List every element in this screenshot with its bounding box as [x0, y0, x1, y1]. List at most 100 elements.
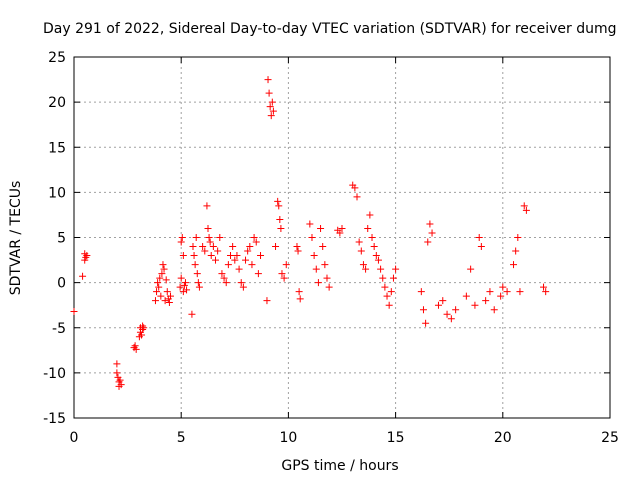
data-point	[207, 252, 215, 260]
data-point	[195, 283, 203, 291]
data-point	[194, 279, 202, 287]
data-point	[490, 306, 498, 314]
data-point	[274, 197, 282, 205]
data-point	[338, 224, 346, 232]
data-point	[154, 279, 162, 287]
data-point	[462, 292, 470, 300]
data-point	[312, 265, 320, 273]
data-point	[359, 261, 367, 269]
data-point	[205, 234, 213, 241]
data-point	[319, 243, 327, 251]
data-point	[190, 252, 198, 260]
data-point	[231, 256, 239, 264]
data-point	[113, 360, 121, 368]
data-point	[428, 229, 436, 237]
data-point	[242, 256, 250, 264]
data-point	[272, 243, 280, 251]
data-point	[244, 247, 252, 255]
data-point	[266, 103, 274, 111]
data-point	[282, 261, 290, 269]
y-tick-label: -5	[52, 321, 66, 337]
data-point	[296, 295, 304, 303]
data-point	[323, 274, 331, 282]
data-point	[179, 252, 187, 260]
y-tick-label: 15	[48, 140, 66, 156]
data-point	[357, 247, 365, 255]
data-point	[306, 220, 314, 228]
data-point	[389, 274, 397, 282]
data-point	[192, 234, 200, 241]
data-point	[417, 288, 425, 296]
data-point	[113, 369, 121, 377]
data-point	[277, 224, 285, 232]
data-point	[512, 247, 520, 255]
data-point	[206, 238, 214, 246]
data-point	[117, 381, 125, 389]
y-tick-label: -10	[43, 366, 66, 382]
data-point	[163, 288, 171, 296]
data-point	[161, 297, 169, 305]
data-point	[351, 184, 359, 192]
data-point	[275, 202, 283, 210]
axis-tick-labels: 0 5 10 15 20 25 -15 -10 -5 0 5 10 15 20 25	[43, 50, 619, 446]
data-point	[204, 224, 212, 232]
data-point	[79, 272, 87, 280]
data-point	[162, 276, 170, 284]
data-point	[189, 243, 197, 251]
chart-title: Day 291 of 2022, Sidereal Day-to-day VTE…	[43, 21, 617, 37]
data-point	[252, 238, 260, 246]
data-point	[516, 288, 524, 296]
data-point	[70, 308, 78, 316]
data-point	[467, 265, 475, 273]
data-point	[264, 76, 272, 84]
data-point	[362, 265, 370, 273]
data-point	[220, 274, 228, 282]
data-point	[212, 256, 220, 264]
data-point	[224, 261, 232, 269]
data-point	[321, 261, 329, 269]
data-point	[310, 252, 318, 260]
data-point	[381, 283, 389, 291]
data-point	[257, 252, 265, 260]
data-point	[475, 234, 483, 241]
data-point	[165, 298, 173, 306]
data-point	[82, 253, 90, 261]
data-point	[116, 376, 124, 384]
data-point	[188, 310, 196, 318]
y-tick-label: 25	[48, 50, 66, 66]
data-point	[132, 345, 140, 353]
data-point	[227, 252, 235, 260]
data-point	[486, 288, 494, 296]
data-point	[325, 283, 333, 291]
data-point	[139, 326, 147, 334]
data-point	[183, 286, 191, 294]
y-axis-label: SDTVAR / TECUs	[8, 181, 24, 296]
data-point	[499, 283, 507, 291]
x-tick-label: 15	[387, 430, 405, 446]
data-point	[383, 292, 391, 300]
data-point	[377, 265, 385, 273]
data-point	[179, 288, 187, 296]
data-point	[140, 324, 148, 332]
data-point	[158, 270, 166, 278]
data-points	[70, 76, 550, 390]
data-point	[177, 274, 185, 282]
data-point	[452, 306, 460, 314]
data-point	[542, 288, 550, 296]
data-point	[295, 288, 303, 296]
data-point	[477, 243, 485, 251]
data-point	[138, 331, 146, 339]
data-point	[370, 243, 378, 251]
data-point	[355, 238, 363, 246]
data-point	[366, 211, 374, 219]
data-point	[314, 279, 322, 287]
x-tick-label: 25	[601, 430, 619, 446]
data-point	[387, 288, 395, 296]
data-point	[294, 247, 302, 255]
data-point	[157, 292, 165, 300]
data-point	[278, 270, 286, 278]
data-point	[422, 319, 430, 327]
data-point	[235, 265, 243, 273]
